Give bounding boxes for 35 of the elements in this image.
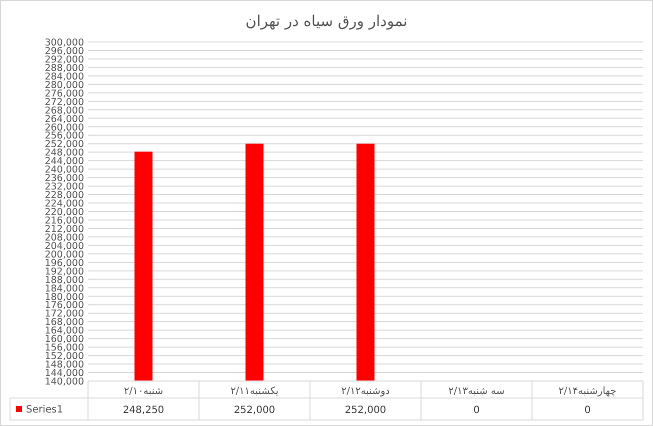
y-tick-label: 140,000 [44, 376, 84, 388]
chart-title: نمودار ورق سیاه در تهران [246, 12, 408, 30]
y-tick-label: 264,000 [44, 114, 84, 125]
text: 0 [584, 405, 591, 416]
data-label: 252,000 [234, 405, 276, 416]
y-tick-label: 212,000 [44, 224, 84, 235]
y-tick-label: 192,000 [44, 266, 84, 278]
x-tick-label: سه شنبه۲/۱۳ [448, 386, 505, 397]
y-tick-label: 196,000 [44, 258, 84, 269]
y-tick-label: 280,000 [44, 80, 84, 91]
data-label: 252,000 [344, 405, 386, 416]
y-tick-label: 200,000 [44, 249, 84, 260]
y-tick-label: 276,000 [44, 88, 84, 100]
y-tick-label: 220,000 [44, 207, 84, 218]
y-tick-label: 288,000 [44, 62, 84, 74]
x-tick-label: یکشنبه۲/۱۱ [230, 386, 279, 397]
y-tick-label: 208,000 [44, 232, 84, 244]
y-tick-label: 284,000 [44, 71, 84, 82]
x-tick-label: چهارشنبه۲/۱۴ [558, 386, 616, 397]
y-tick-label: 188,000 [44, 274, 84, 286]
y-tick-label: 260,000 [44, 122, 84, 134]
y-tick-label: 292,000 [44, 54, 84, 66]
y-tick-label: 272,000 [44, 96, 84, 108]
y-tick-label: 204,000 [44, 240, 84, 252]
text: 0 [473, 405, 480, 416]
legend-label: Series1 [26, 404, 64, 416]
data-label: 248,250 [122, 405, 164, 416]
y-tick-label: 180,000 [44, 292, 84, 303]
y-tick-label: 268,000 [44, 105, 84, 116]
y-tick-label: 184,000 [44, 283, 84, 294]
x-tick-label: دوشنبه۲/۱۲ [341, 386, 390, 397]
y-tick-label: 300,000 [44, 38, 84, 48]
x-tick-label: شنبه۲/۱۰ [124, 386, 164, 397]
y-tick-label: 216,000 [44, 215, 84, 226]
y-tick-label: 296,000 [44, 46, 84, 57]
